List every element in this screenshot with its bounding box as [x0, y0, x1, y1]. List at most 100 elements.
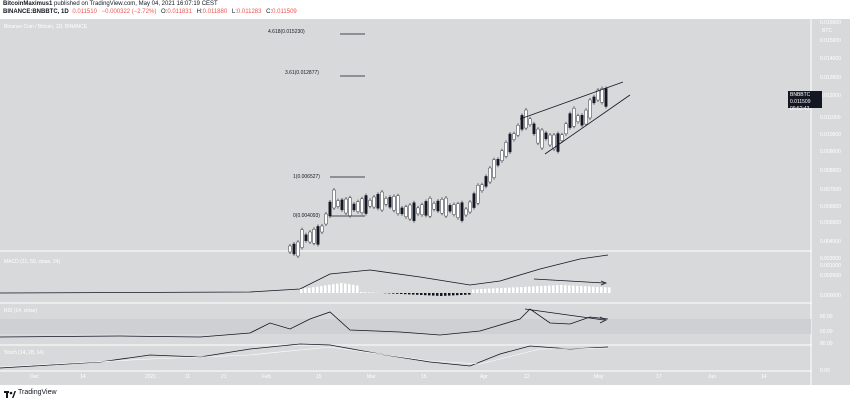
candle	[328, 201, 332, 217]
macd-histogram-bar	[348, 284, 351, 293]
macd-histogram-bar	[600, 287, 603, 293]
candle	[504, 142, 508, 157]
candle	[448, 205, 452, 212]
candle	[452, 204, 456, 215]
published-text: published on TradingView.com, May 04, 20…	[54, 1, 218, 7]
time-tick-label: Mar	[367, 374, 376, 380]
macd-histogram-bar	[472, 289, 475, 293]
macd-histogram-bar	[560, 285, 563, 293]
high-label: H:	[196, 9, 203, 15]
candle	[340, 199, 344, 211]
macd-histogram-bar	[568, 285, 571, 293]
macd-histogram-bar	[452, 293, 455, 296]
macd-histogram-bar	[492, 288, 495, 293]
candle	[484, 176, 488, 187]
candle	[388, 196, 392, 208]
candle	[556, 133, 560, 152]
chart-area[interactable]: Binance Coin / Bitcoin, 1D, BINANCE MACD…	[0, 19, 850, 385]
candle	[604, 88, 608, 107]
fib-level-361: 3.61(0.012877)	[285, 70, 319, 76]
candle	[528, 118, 532, 125]
time-tick-label: Feb	[262, 374, 271, 380]
macd-histogram-bar	[316, 286, 319, 293]
candle	[436, 200, 440, 212]
macd-histogram-bar	[332, 284, 335, 293]
candle	[480, 184, 484, 192]
candle	[332, 189, 336, 209]
currency-label: BTC	[822, 28, 832, 34]
candle	[548, 134, 552, 146]
time-tick-label: Apr	[480, 374, 488, 380]
candle	[492, 159, 496, 178]
price-tick-label: 0.010000	[820, 132, 841, 138]
macd-histogram-bar	[312, 287, 315, 293]
close-value: 0.011509	[272, 9, 297, 15]
time-tick-label: 21	[221, 374, 227, 380]
rsi-divergence-line	[524, 308, 605, 321]
chart-canvas[interactable]	[0, 19, 850, 385]
candle	[488, 167, 492, 183]
macd-histogram-bar	[408, 293, 411, 295]
wedge-upper-line	[519, 81, 624, 120]
candle	[292, 243, 296, 255]
candle	[348, 197, 352, 216]
macd-histogram-bar	[352, 284, 355, 293]
macd-histogram-bar	[548, 285, 551, 293]
candle	[416, 207, 420, 215]
macd-histogram-bar	[400, 293, 403, 294]
candle	[288, 245, 292, 253]
low-label: L:	[231, 9, 237, 15]
time-tick-label: May	[594, 374, 604, 380]
macd-histogram-bar	[544, 285, 547, 293]
macd-divergence-line	[533, 278, 605, 284]
macd-tick-label: 0.000000	[820, 293, 841, 299]
candle	[524, 109, 528, 129]
macd-histogram-bar	[368, 292, 371, 293]
price-tick-label: 0.007000	[820, 187, 841, 193]
time-tick-label: 15	[421, 374, 427, 380]
candle	[544, 132, 548, 140]
fib-level-4618: 4.618(0.015230)	[268, 29, 305, 35]
candle	[308, 231, 312, 243]
macd-histogram-bar	[444, 293, 447, 296]
macd-histogram-bar	[540, 286, 543, 293]
time-tick-label: Dec	[30, 374, 39, 380]
candle	[396, 195, 400, 214]
macd-histogram-bar	[304, 288, 307, 293]
badge-countdown: 09:52:43	[790, 106, 810, 112]
macd-histogram-bar	[580, 286, 583, 293]
candle	[344, 198, 348, 214]
price-tick-label: 0.011000	[820, 115, 841, 121]
candle	[536, 128, 540, 144]
macd-histogram-bar	[508, 287, 511, 293]
candle	[360, 198, 364, 213]
macd-line	[0, 254, 609, 294]
symbol-label: BINANCE:BNBBTC, 1D	[3, 9, 69, 15]
candle	[400, 207, 404, 215]
time-tick-label: 14	[80, 374, 86, 380]
tradingview-brand[interactable]: TradingView	[18, 389, 57, 396]
candle	[324, 213, 328, 225]
macd-histogram-bar	[484, 288, 487, 293]
macd-histogram-bar	[364, 292, 367, 293]
macd-histogram-bar	[436, 293, 439, 296]
macd-arrow-icon	[600, 280, 608, 286]
author-name[interactable]: BitcoinMaximus1	[3, 1, 53, 7]
price-tick-label: 0.013000	[820, 75, 841, 81]
candle	[428, 197, 432, 217]
candle	[312, 228, 316, 244]
close-label: C:	[266, 9, 273, 15]
time-tick-label: 2021	[145, 374, 157, 380]
candle	[456, 203, 460, 218]
price-tick-label: 0.012000	[820, 93, 841, 99]
rsi-band	[0, 319, 811, 334]
price-tick-label: 0.003000	[820, 256, 841, 262]
candle	[520, 115, 524, 130]
macd-histogram-bar	[564, 285, 567, 293]
price-tick-label: 0.004000	[820, 239, 841, 245]
rsi-pane-title: RSI (14, close)	[4, 308, 38, 314]
price-tick-label: 0.015000	[820, 38, 841, 44]
time-tick-label: 14	[761, 374, 767, 380]
macd-histogram-bar	[340, 283, 343, 293]
candle	[600, 88, 604, 103]
